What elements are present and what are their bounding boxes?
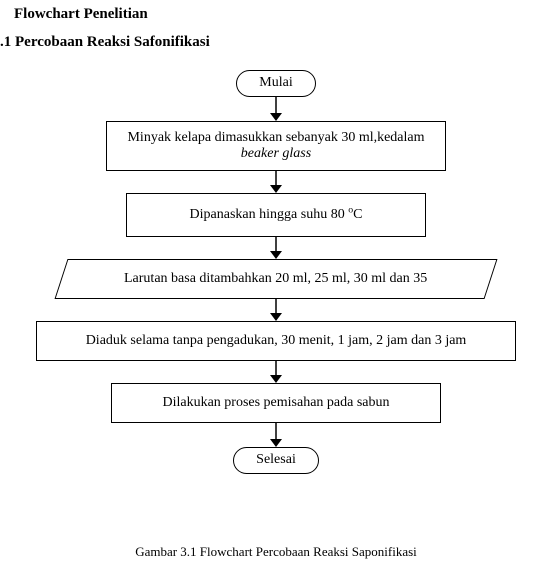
process-step-5: Dilakukan proses pemisahan pada sabun bbox=[111, 383, 441, 423]
arrow-icon bbox=[269, 299, 283, 321]
arrow-icon bbox=[269, 97, 283, 121]
step1-italic: beaker glass bbox=[241, 146, 311, 161]
terminator-end: Selesai bbox=[233, 447, 319, 474]
process-step-4: Diaduk selama tanpa pengadukan, 30 menit… bbox=[36, 321, 516, 361]
process-step-1: Minyak kelapa dimasukkan sebanyak 30 ml,… bbox=[106, 121, 446, 171]
step4-text: Diaduk selama tanpa pengadukan, 30 menit… bbox=[86, 333, 467, 349]
io-step-3: Larutan basa ditambahkan 20 ml, 25 ml, 3… bbox=[55, 259, 498, 299]
heading-flowchart: Flowchart Penelitian bbox=[14, 6, 148, 23]
figure-caption: Gambar 3.1 Flowchart Percobaan Reaksi Sa… bbox=[0, 544, 552, 560]
step5-text: Dilakukan proses pemisahan pada sabun bbox=[162, 395, 389, 411]
flowchart-container: Mulai Minyak kelapa dimasukkan sebanyak … bbox=[0, 70, 552, 474]
step2-suffix: C bbox=[353, 207, 362, 222]
arrow-icon bbox=[269, 423, 283, 447]
arrow-icon bbox=[269, 171, 283, 193]
process-step-2: Dipanaskan hingga suhu 80 oC bbox=[126, 193, 426, 237]
arrow-icon bbox=[269, 361, 283, 383]
heading-section: .1 Percobaan Reaksi Safonifikasi bbox=[0, 34, 210, 51]
step2-prefix: Dipanaskan hingga suhu 80 bbox=[190, 207, 349, 222]
step3-text: Larutan basa ditambahkan 20 ml, 25 ml, 3… bbox=[124, 271, 427, 287]
terminator-start: Mulai bbox=[236, 70, 315, 97]
step1-text: Minyak kelapa dimasukkan sebanyak 30 ml,… bbox=[127, 130, 424, 145]
arrow-icon bbox=[269, 237, 283, 259]
